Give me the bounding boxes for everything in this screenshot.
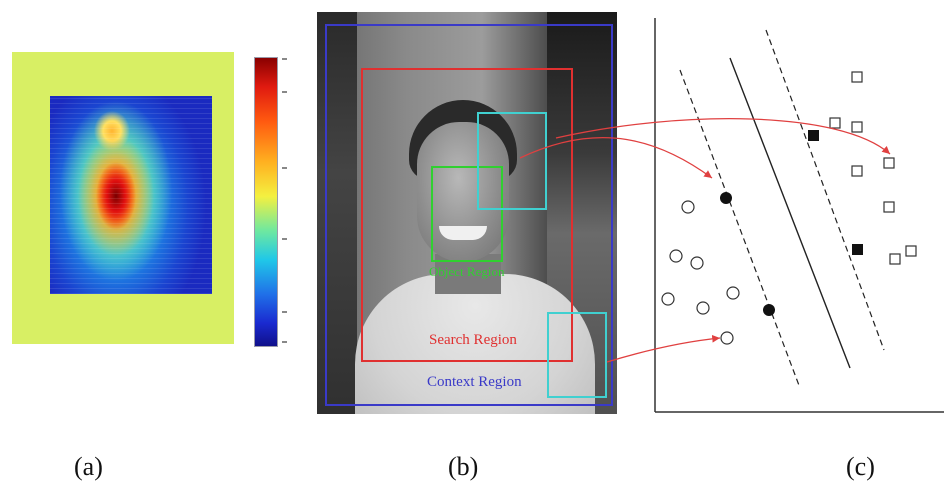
hyperplane-line xyxy=(729,57,851,369)
positive-sample-marker xyxy=(883,157,895,169)
patch-to-sample-arrow xyxy=(555,118,891,155)
negative-support-vector xyxy=(763,304,775,316)
colorbar-tick xyxy=(282,167,287,169)
heatmap-image xyxy=(50,96,212,294)
photo-smile xyxy=(439,226,487,240)
positive-patch-box xyxy=(477,112,547,210)
negative-sample-marker xyxy=(726,286,740,300)
photo-shirt xyxy=(355,274,595,414)
panel-label-b: (b) xyxy=(448,452,479,481)
negative-patch-box xyxy=(547,312,607,398)
object-region-box xyxy=(431,166,503,262)
colorbar-tick xyxy=(282,91,287,93)
positive-sample-marker xyxy=(851,121,863,133)
panel-label-a: (a) xyxy=(74,452,103,481)
positive-support-vector xyxy=(852,244,863,255)
photo-door xyxy=(317,12,357,414)
context-region-box xyxy=(325,24,613,406)
object-region-label: Object Region xyxy=(429,264,505,279)
colorbar xyxy=(254,57,278,347)
colorbar-tick xyxy=(282,311,287,313)
positive-sample-marker xyxy=(889,253,901,265)
tracking-photo: Object Region Search Region Context Regi… xyxy=(317,12,617,414)
margin-line xyxy=(679,69,801,389)
positive-patch-arrow xyxy=(519,137,713,179)
heatmap-scanlines xyxy=(50,96,212,294)
positive-sample-marker xyxy=(905,245,917,257)
negative-sample-marker xyxy=(696,301,710,315)
search-region-label: Search Region xyxy=(429,332,517,348)
search-region-box xyxy=(361,68,573,362)
colorbar-tick xyxy=(282,58,287,60)
negative-sample-marker xyxy=(661,292,675,306)
negative-patch-arrow xyxy=(606,334,721,363)
margin-line xyxy=(765,29,885,351)
positive-sample-marker xyxy=(883,201,895,213)
positive-sample-marker xyxy=(829,117,841,129)
colorbar-tick xyxy=(282,238,287,240)
negative-sample-marker xyxy=(720,331,734,345)
positive-sample-marker xyxy=(851,165,863,177)
negative-sample-marker xyxy=(690,256,704,270)
context-region-label: Context Region xyxy=(427,374,522,390)
negative-sample-marker xyxy=(669,249,683,263)
panel-label-c: (c) xyxy=(846,452,875,481)
heatmap-panel xyxy=(12,52,234,344)
negative-sample-marker xyxy=(681,200,695,214)
negative-support-vector xyxy=(720,192,732,204)
colorbar-tick xyxy=(282,341,287,343)
positive-sample-marker xyxy=(851,71,863,83)
positive-support-vector xyxy=(808,130,819,141)
